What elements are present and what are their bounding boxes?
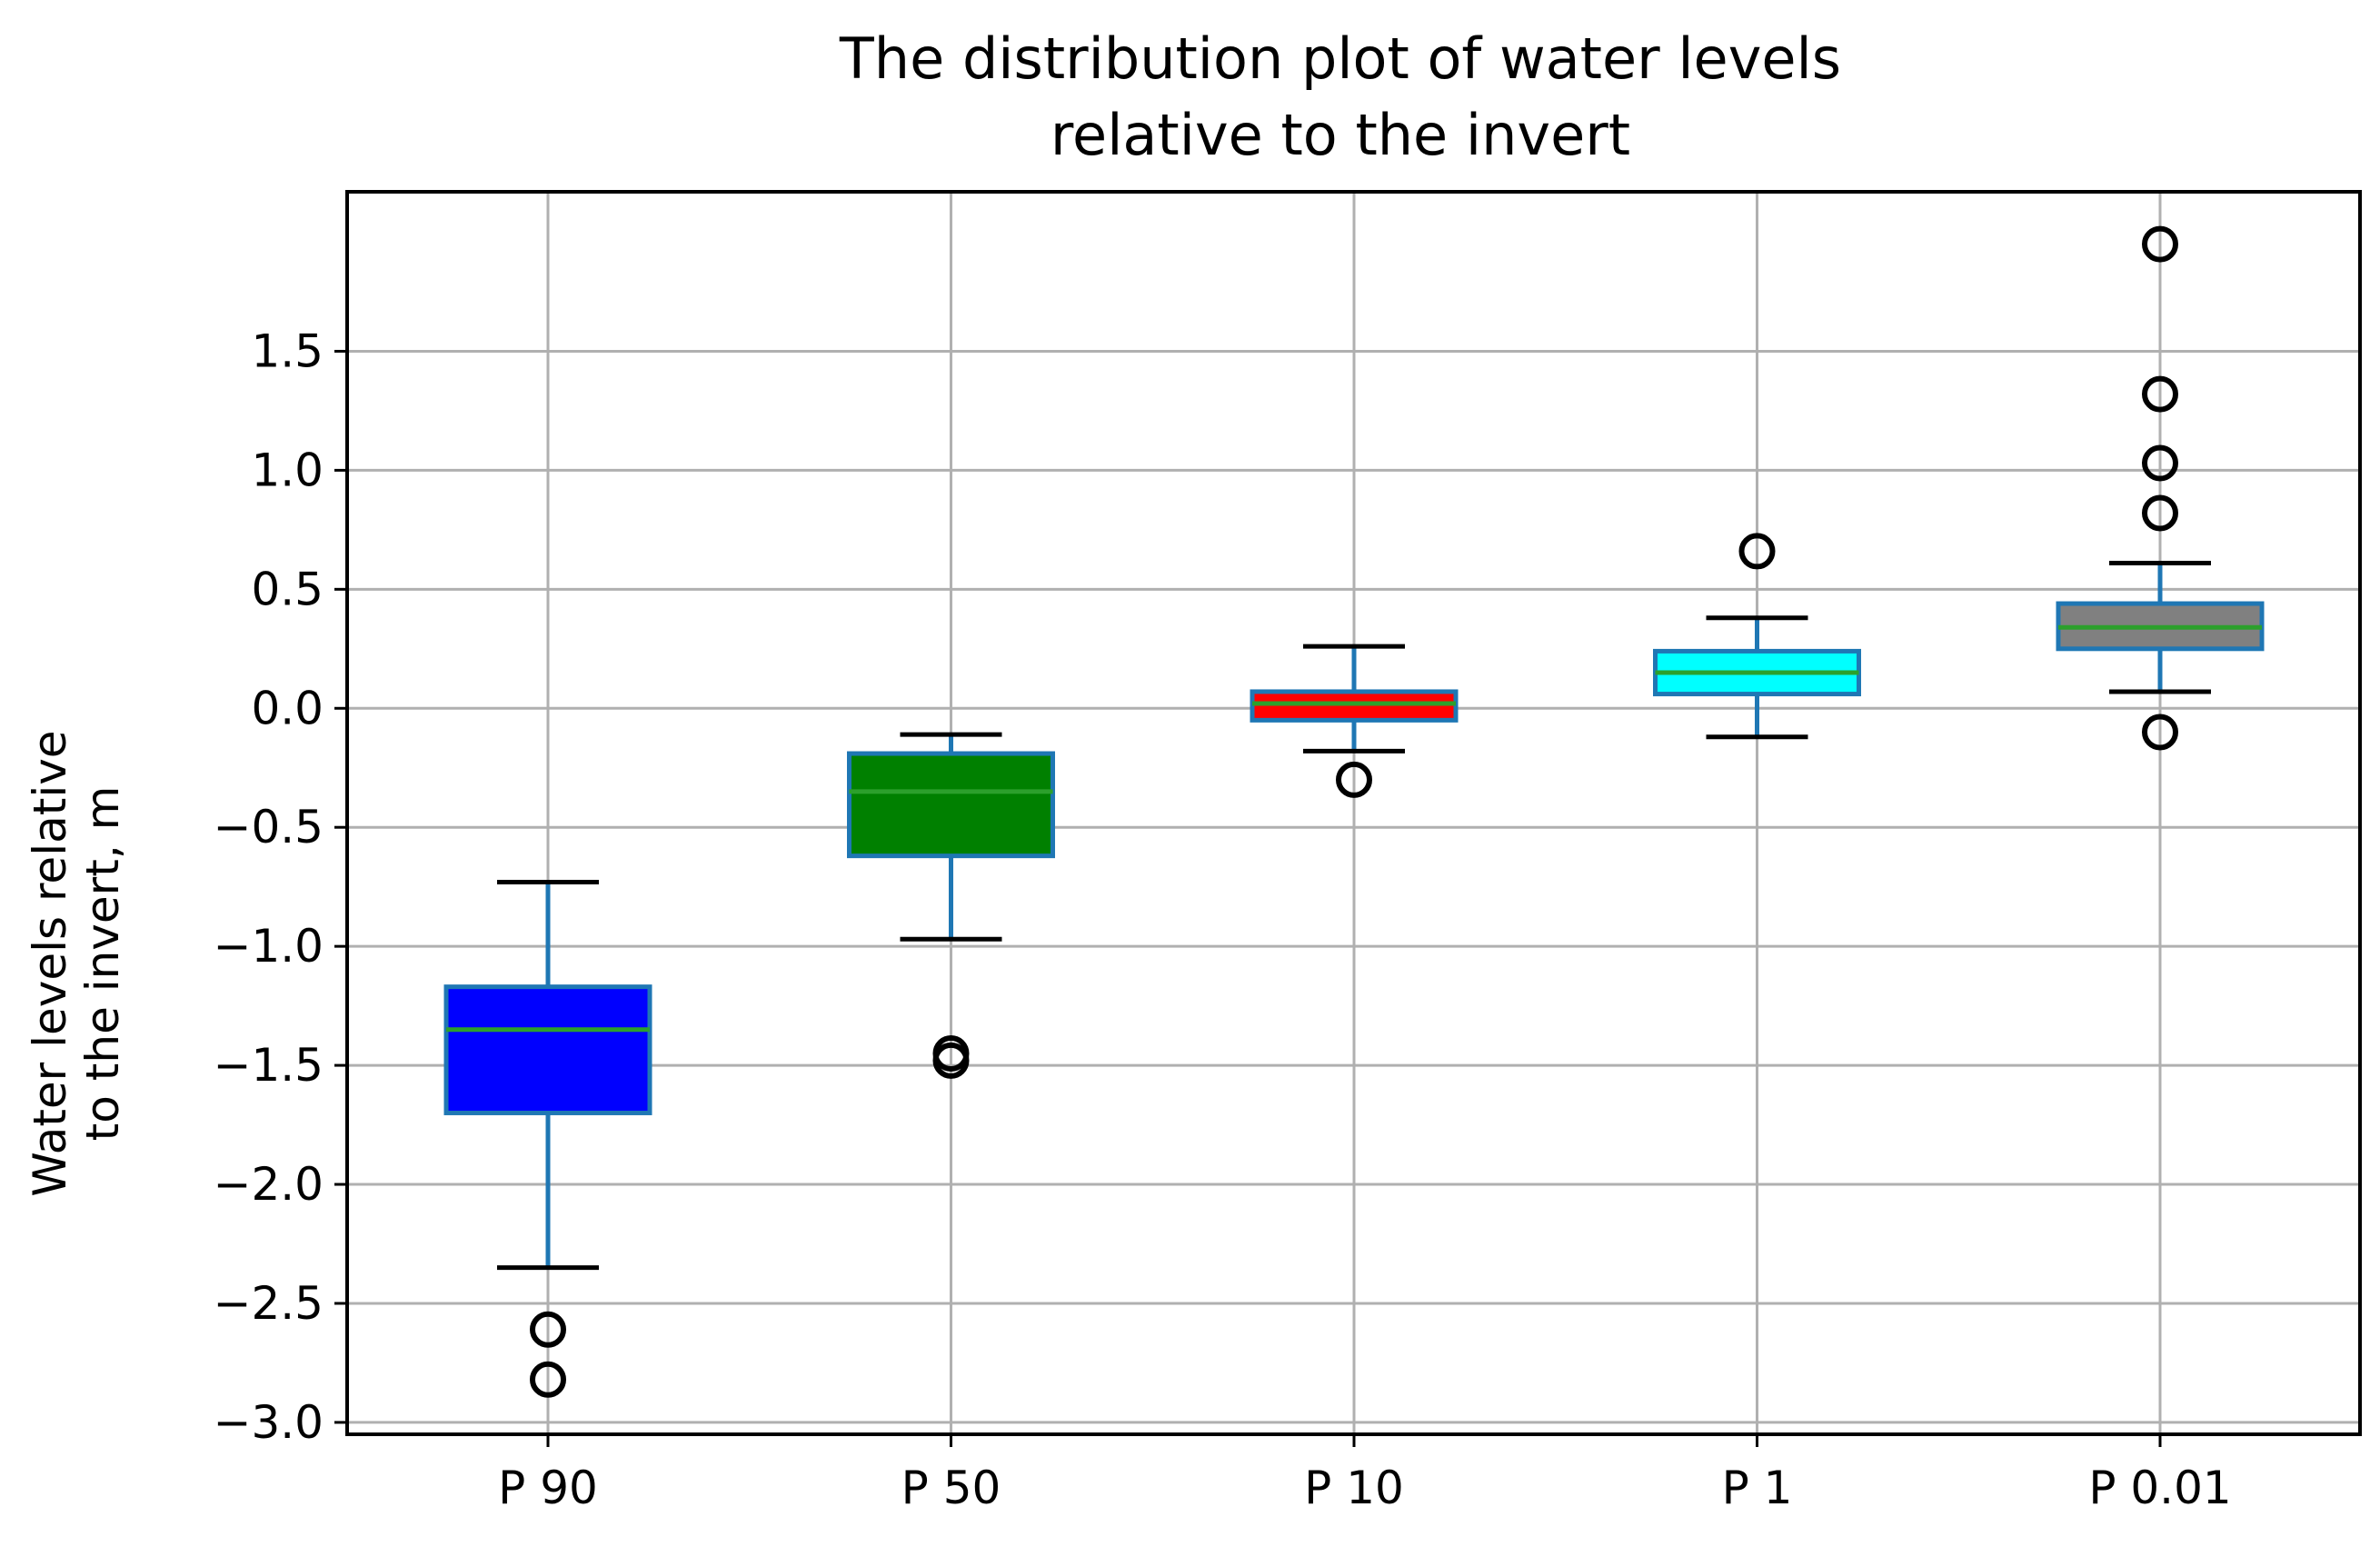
tick-layer: −3.0 −2.5 −2.0 −1.5 −1.0 −0.5 0.0 0.5 1.0 1.5 P 90… [214,324,2232,1514]
iqr-box [847,751,1055,859]
y-tick-label: −1.5 [214,1039,324,1092]
outlier-point [2142,494,2178,532]
y-tick-label: −3.0 [214,1396,324,1449]
y-tick-label: −0.5 [214,801,324,853]
y-axis-label-line-2: to the invert, m [76,786,129,1142]
chart-title-line-1: The distribution plot of water levels [839,25,1841,92]
outlier-point [2142,444,2178,482]
y-tick-label: 1.5 [251,324,324,377]
outlier-point [932,1042,970,1079]
box-group-p-1 [1653,533,1861,740]
outlier-point [530,1311,566,1348]
x-tick-label: P 1 [1722,1462,1793,1514]
chart-title-line-2: relative to the invert [1051,102,1630,168]
y-axis-label-line-1: Water levels relative [24,730,76,1196]
x-tick-label: P 90 [498,1462,598,1514]
y-tick-label: −2.5 [214,1277,324,1330]
y-tick-label: 1.0 [251,444,324,496]
y-tick-label: −1.0 [214,920,324,973]
x-tick-label: P 0.01 [2088,1462,2231,1514]
outlier-point [2142,714,2178,751]
y-tick-label: 0.5 [251,563,324,615]
outlier-point [2142,225,2178,263]
box-group-p-50 [847,732,1055,1079]
box-group-p-10 [1250,644,1459,798]
outlier-point [1336,761,1372,798]
outlier-point [2142,375,2178,413]
box-group-p-0.01 [2056,225,2265,751]
x-tick-label: P 10 [1304,1462,1404,1514]
iqr-box [443,984,652,1115]
y-tick-label: −2.0 [214,1158,324,1211]
plot-area-frame [345,190,2362,1436]
iqr-box [1250,689,1459,723]
outlier-point [530,1361,566,1398]
x-tick-label: P 50 [901,1462,1001,1514]
grid-layer [347,192,2360,1434]
y-tick-label: 0.0 [251,682,324,734]
box-group-p-90 [443,879,652,1398]
plot-layer [443,225,2265,1398]
outlier-point [1738,533,1776,570]
